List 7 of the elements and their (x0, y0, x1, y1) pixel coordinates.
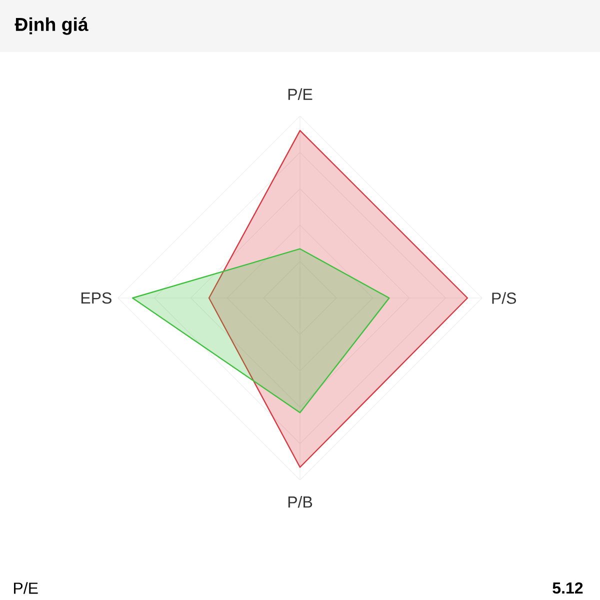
spoke-label: EPS (81, 292, 112, 304)
text: P/E (14, 582, 38, 594)
spoke-label: P/B (288, 496, 312, 508)
spoke-label: P/S (492, 292, 516, 304)
spoke-label: P/E (288, 88, 312, 100)
text: 5.12 (552, 582, 583, 594)
chart-title: Định giá (14, 17, 88, 35)
